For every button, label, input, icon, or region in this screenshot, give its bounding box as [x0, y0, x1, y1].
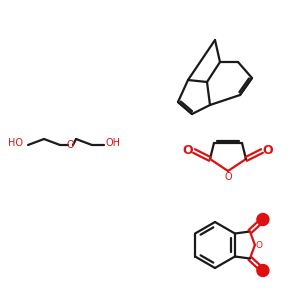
Text: HO: HO	[8, 138, 23, 148]
Circle shape	[257, 265, 269, 277]
Text: O: O	[66, 140, 74, 150]
Text: O: O	[183, 143, 193, 157]
Text: O: O	[224, 172, 232, 182]
Text: O: O	[255, 241, 262, 250]
Text: OH: OH	[106, 138, 121, 148]
Circle shape	[257, 214, 269, 226]
Text: O: O	[263, 143, 273, 157]
